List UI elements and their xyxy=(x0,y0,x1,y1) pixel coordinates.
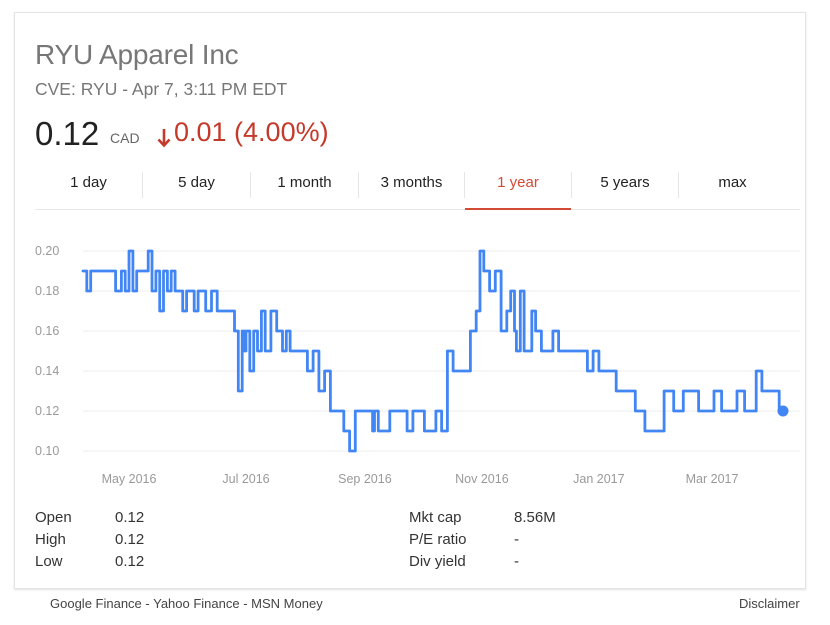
tab-3-months[interactable]: 3 months xyxy=(380,174,443,191)
link-msn-money[interactable]: MSN Money xyxy=(251,596,323,611)
price-change-value: 0.01 (4.00%) xyxy=(174,117,329,147)
time-range-tabs: 1 day 5 day 1 month 3 months 1 year 5 ye… xyxy=(35,166,800,210)
source-links: Google Finance - Yahoo Finance - MSN Mon… xyxy=(50,596,323,611)
tab-divider xyxy=(464,172,465,198)
price-change: 0.01 (4.00%) xyxy=(157,117,329,155)
tab-divider xyxy=(358,172,359,198)
stat-value-open: 0.12 xyxy=(115,509,145,526)
stat-value-mkt-cap: 8.56M xyxy=(514,509,556,526)
x-tick-label: May 2016 xyxy=(102,472,157,486)
x-tick-label: Jan 2017 xyxy=(573,472,624,486)
tab-max[interactable]: max xyxy=(718,174,747,191)
tab-divider xyxy=(250,172,251,198)
price-chart-svg: 0.20 0.18 0.16 0.14 0.12 0.10 May 2016 Jul 2016… xyxy=(35,244,800,486)
tab-divider xyxy=(571,172,572,198)
stat-value-low: 0.12 xyxy=(115,553,145,570)
ticker-exchange-time: CVE: RYU - Apr 7, 3:11 PM EDT xyxy=(35,79,288,99)
tab-1-year[interactable]: 1 year xyxy=(465,166,571,210)
price-chart[interactable]: 0.20 0.18 0.16 0.14 0.12 0.10 May 2016 Jul 2016… xyxy=(35,241,800,496)
disclaimer-link[interactable]: Disclaimer xyxy=(739,596,800,611)
x-tick-label: Mar 2017 xyxy=(686,472,739,486)
x-tick-label: Sep 2016 xyxy=(338,472,392,486)
x-tick-label: Nov 2016 xyxy=(455,472,509,486)
stat-label-mkt-cap: Mkt cap xyxy=(409,509,462,526)
link-separator: - xyxy=(239,596,252,611)
link-separator: - xyxy=(141,596,154,611)
y-tick-label: 0.18 xyxy=(35,284,59,298)
stat-value-high: 0.12 xyxy=(115,531,145,548)
stat-label-low: Low xyxy=(35,553,63,570)
stat-label-open: Open xyxy=(35,509,72,526)
arrow-down-icon xyxy=(157,124,171,155)
finance-card: RYU Apparel Inc CVE: RYU - Apr 7, 3:11 P… xyxy=(14,12,806,589)
y-tick-label: 0.10 xyxy=(35,444,59,458)
y-tick-label: 0.12 xyxy=(35,404,59,418)
y-tick-label: 0.14 xyxy=(35,364,59,378)
stats-table: Open 0.12 High 0.12 Low 0.12 Mkt cap 8.5… xyxy=(35,497,800,577)
stat-label-pe-ratio: P/E ratio xyxy=(409,531,467,548)
stat-label-div-yield: Div yield xyxy=(409,553,466,570)
x-tick-label: Jul 2016 xyxy=(222,472,269,486)
company-name: RYU Apparel Inc xyxy=(35,39,239,70)
current-price: 0.12 xyxy=(35,115,100,152)
tab-5-years[interactable]: 5 years xyxy=(600,174,650,191)
tab-divider xyxy=(678,172,679,198)
tab-1-month[interactable]: 1 month xyxy=(277,174,332,191)
tab-divider xyxy=(142,172,143,198)
y-tick-label: 0.20 xyxy=(35,244,59,258)
price-line xyxy=(81,249,785,453)
stat-label-high: High xyxy=(35,531,66,548)
stat-value-pe-ratio: - xyxy=(514,531,519,548)
link-yahoo-finance[interactable]: Yahoo Finance xyxy=(153,596,240,611)
current-price-marker xyxy=(777,405,789,417)
y-tick-label: 0.16 xyxy=(35,324,59,338)
tab-5-day[interactable]: 5 day xyxy=(178,174,215,191)
stat-value-div-yield: - xyxy=(514,553,519,570)
tab-1-day[interactable]: 1 day xyxy=(70,174,107,191)
currency-code: CAD xyxy=(110,130,140,146)
link-google-finance[interactable]: Google Finance xyxy=(50,596,142,611)
